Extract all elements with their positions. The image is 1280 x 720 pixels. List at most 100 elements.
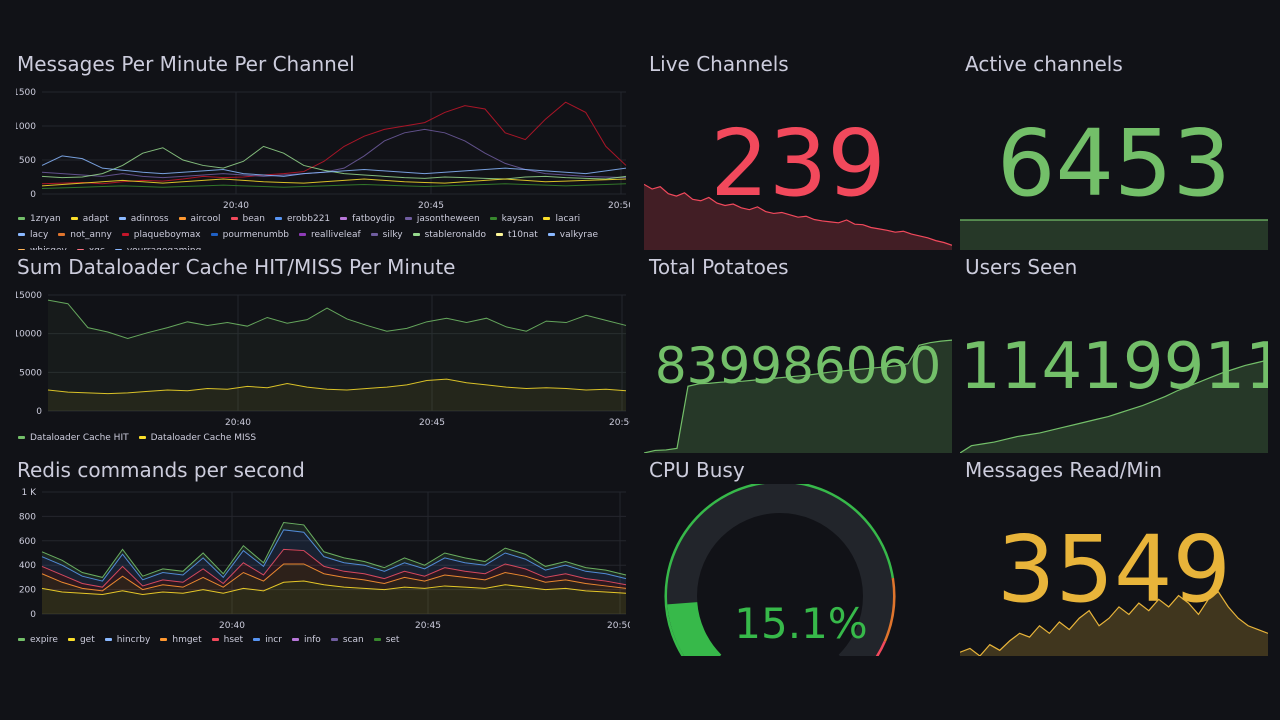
legend-label: expire bbox=[30, 635, 58, 645]
legend-label: hincrby bbox=[116, 635, 151, 645]
panel-title[interactable]: Messages Per Minute Per Channel bbox=[17, 52, 355, 76]
panel-cpu-busy[interactable]: CPU Busy 15.1% bbox=[644, 458, 952, 656]
series-area-expire bbox=[42, 522, 626, 582]
panel-live-channels[interactable]: Live Channels 239 bbox=[644, 52, 952, 250]
legend-item-1zryan[interactable]: 1zryan bbox=[18, 211, 61, 227]
legend-item-Dataloader Cache MISS[interactable]: Dataloader Cache MISS bbox=[138, 430, 256, 446]
panel-title[interactable]: Total Potatoes bbox=[649, 255, 789, 279]
legend-item-adinross[interactable]: adinross bbox=[118, 211, 169, 227]
y-tick-label: 5000 bbox=[19, 368, 42, 378]
panel-messages-read[interactable]: Messages Read/Min 3549 bbox=[960, 458, 1268, 656]
legend-item-Dataloader Cache HIT[interactable]: Dataloader Cache HIT bbox=[18, 430, 129, 446]
series-area-get bbox=[42, 581, 626, 614]
y-tick-label: 15000 bbox=[16, 291, 42, 301]
dataloader-chart[interactable]: 0 5000 10000 15000 20:40 20:45 20:50 bbox=[16, 287, 630, 437]
legend-item-xqc[interactable]: xqc bbox=[76, 243, 105, 250]
legend-swatch bbox=[370, 233, 378, 236]
legend-swatch bbox=[340, 217, 348, 220]
legend-item-whisqey[interactable]: whisqey bbox=[18, 243, 67, 250]
panel-title[interactable]: Users Seen bbox=[965, 255, 1078, 279]
legend-swatch bbox=[18, 638, 25, 641]
panel-title[interactable]: Sum Dataloader Cache HIT/MISS Per Minute bbox=[17, 255, 456, 279]
legend-label: hset bbox=[223, 635, 244, 645]
panel-users-seen[interactable]: Users Seen 11419911 bbox=[960, 255, 1268, 453]
legend-item-scan[interactable]: scan bbox=[330, 632, 364, 648]
legend-label: erobb221 bbox=[287, 214, 331, 224]
panel-title[interactable]: CPU Busy bbox=[649, 458, 745, 482]
legend-item-adapt[interactable]: adapt bbox=[70, 211, 109, 227]
legend-label: aircool bbox=[190, 214, 221, 224]
sparkline-area bbox=[960, 220, 1268, 250]
legend-item-jasontheween[interactable]: jasontheween bbox=[404, 211, 480, 227]
legend-item-info[interactable]: info bbox=[291, 632, 321, 648]
series-line-hset bbox=[41, 548, 627, 588]
legend-label: adapt bbox=[82, 214, 109, 224]
panel-title[interactable]: Messages Read/Min bbox=[965, 458, 1162, 482]
panel-redis[interactable]: Redis commands per second 0 200 400 600 800 1… bbox=[16, 458, 630, 653]
series-line-kaysan bbox=[41, 183, 627, 190]
panel-title[interactable]: Redis commands per second bbox=[17, 458, 305, 482]
legend-label: adinross bbox=[130, 214, 169, 224]
series-area-incr bbox=[42, 529, 626, 588]
series-area-hmget bbox=[42, 563, 626, 595]
panel-active-channels[interactable]: Active channels 6453 bbox=[960, 52, 1268, 250]
legend-item-kaysan[interactable]: kaysan bbox=[489, 211, 533, 227]
y-tick-label: 0 bbox=[30, 610, 36, 620]
legend-item-aircool[interactable]: aircool bbox=[178, 211, 221, 227]
legend-label: silky bbox=[382, 230, 403, 240]
legend-item-expire[interactable]: expire bbox=[18, 632, 58, 648]
sparkline-area bbox=[960, 360, 1268, 453]
series-line-Dataloader Cache MISS bbox=[47, 378, 627, 395]
legend-item-silky[interactable]: silky bbox=[370, 227, 403, 243]
legend-item-bean[interactable]: bean bbox=[230, 211, 265, 227]
gauge-value-arc bbox=[667, 601, 722, 656]
legend-item-lacy[interactable]: lacy bbox=[18, 227, 48, 243]
legend-item-pourmenumbb[interactable]: pourmenumbb bbox=[210, 227, 289, 243]
redis-chart[interactable]: 0 200 400 600 800 1 K 20:40 20:45 20:50 bbox=[16, 486, 630, 636]
legend-item-set[interactable]: set bbox=[373, 632, 399, 648]
legend-item-hincrby[interactable]: hincrby bbox=[104, 632, 151, 648]
legend-item-erobb221[interactable]: erobb221 bbox=[275, 211, 330, 227]
x-tick-label: 20:40 bbox=[219, 621, 245, 631]
legend-item-realliveleaf[interactable]: realliveleaf bbox=[299, 227, 361, 243]
legend-item-stableronaldo[interactable]: stableronaldo bbox=[412, 227, 486, 243]
threshold-arc-orange bbox=[883, 577, 896, 642]
legend-item-incr[interactable]: incr bbox=[253, 632, 282, 648]
panel-title[interactable]: Active channels bbox=[965, 52, 1123, 76]
legend-swatch bbox=[138, 436, 146, 439]
x-tick-label: 20:50 bbox=[609, 418, 630, 428]
series-line-get bbox=[41, 580, 627, 595]
legend-item-yourragegaming[interactable]: yourragegaming bbox=[114, 243, 201, 250]
x-tick-label: 20:45 bbox=[418, 201, 444, 211]
legend-item-lacari[interactable]: lacari bbox=[543, 211, 580, 227]
legend-swatch bbox=[76, 249, 84, 250]
legend-label: yourragegaming bbox=[127, 246, 201, 250]
panel-total-potatoes[interactable]: Total Potatoes 839986060 bbox=[644, 255, 952, 453]
legend-label: get bbox=[79, 635, 95, 645]
panel-title[interactable]: Live Channels bbox=[649, 52, 789, 76]
legend-item-plaqueboymax[interactable]: plaqueboymax bbox=[121, 227, 201, 243]
cpu-gauge bbox=[664, 484, 896, 656]
messages-chart[interactable]: 0 500 1000 1500 20:40 20:45 20:50 bbox=[16, 84, 630, 234]
legend-swatch bbox=[330, 638, 338, 641]
legend-swatch bbox=[489, 217, 497, 220]
legend-swatch bbox=[412, 233, 420, 236]
legend-item-t10nat[interactable]: t10nat bbox=[496, 227, 538, 243]
legend-item-valkyrae[interactable]: valkyrae bbox=[547, 227, 598, 243]
legend-item-fatboydip[interactable]: fatboydip bbox=[340, 211, 395, 227]
panel-messages-per-minute[interactable]: Messages Per Minute Per Channel 0 500 1000… bbox=[16, 52, 630, 250]
total-potatoes-sparkline bbox=[644, 339, 952, 453]
y-tick-label: 10000 bbox=[16, 330, 42, 340]
series-line-incr bbox=[41, 529, 627, 582]
legend-item-hmget[interactable]: hmget bbox=[160, 632, 202, 648]
threshold-arc-red bbox=[875, 640, 887, 656]
legend-item-get[interactable]: get bbox=[67, 632, 95, 648]
x-tick-label: 20:50 bbox=[607, 621, 630, 631]
y-tick-label: 800 bbox=[19, 512, 36, 522]
panel-dataloader[interactable]: Sum Dataloader Cache HIT/MISS Per Minute… bbox=[16, 255, 630, 450]
total-potatoes-value: 839986060 bbox=[654, 337, 942, 395]
series-line-adinross bbox=[41, 155, 627, 177]
legend-item-not_anny[interactable]: not_anny bbox=[58, 227, 112, 243]
legend-label: t10nat bbox=[508, 230, 538, 240]
legend-item-hset[interactable]: hset bbox=[211, 632, 244, 648]
